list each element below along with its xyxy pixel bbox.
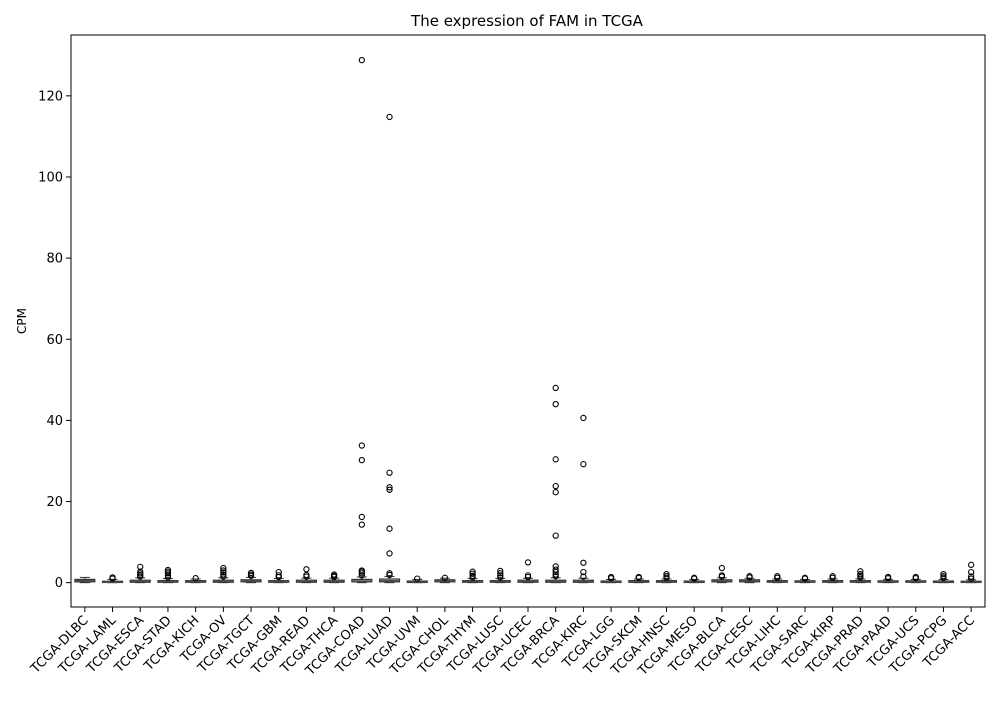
outlier-point	[635, 573, 642, 581]
y-tick-label: 80	[46, 252, 63, 267]
outlier-point	[580, 568, 587, 576]
outlier-point	[524, 559, 532, 566]
outlier-point	[330, 571, 338, 578]
axes-frame	[70, 34, 986, 608]
y-tick-label: 40	[46, 414, 63, 429]
outlier-point	[968, 568, 975, 576]
outlier-point	[912, 573, 919, 581]
outlier-point	[857, 568, 864, 575]
outlier-point	[386, 570, 393, 577]
y-tick-label: 60	[46, 333, 63, 348]
outlier-point	[220, 569, 227, 576]
outlier-point	[774, 573, 781, 580]
outlier-point	[940, 570, 947, 578]
outlier-point	[386, 486, 393, 493]
outlier-point	[358, 442, 365, 449]
outlier-point	[746, 573, 753, 580]
outlier-point	[552, 563, 559, 570]
outlier-point	[469, 568, 476, 575]
outlier-point	[663, 570, 670, 578]
outlier-point	[469, 570, 476, 577]
outlier-point	[968, 573, 975, 580]
outlier-point	[552, 456, 559, 463]
outlier-point	[469, 572, 476, 579]
outlier-point	[441, 574, 449, 581]
outlier-point	[718, 572, 726, 579]
outlier-point	[580, 414, 587, 422]
y-tick-label: 0	[55, 576, 63, 591]
outlier-point	[358, 57, 365, 64]
outlier-point	[580, 573, 587, 580]
outlier-point	[857, 570, 864, 578]
outlier-point	[386, 525, 393, 532]
outlier-point	[358, 521, 365, 528]
outlier-point	[275, 568, 282, 576]
outlier-point	[691, 574, 698, 581]
outlier-point	[497, 570, 504, 577]
plot-area: 020406080100120TCGA-DLBCTCGA-LAMLTCGA-ES…	[28, 57, 982, 679]
outlier-point	[524, 572, 532, 579]
outlier-point	[220, 573, 227, 580]
outlier-point	[220, 567, 227, 574]
outlier-point	[386, 113, 393, 121]
outlier-point	[580, 559, 587, 566]
outlier-point	[552, 566, 559, 573]
outlier-point	[580, 461, 587, 468]
outlier-point	[220, 564, 227, 572]
outlier-point	[192, 575, 199, 582]
outlier-point	[386, 484, 393, 491]
outlier-point	[497, 574, 504, 581]
outlier-point	[801, 574, 809, 581]
outlier-point	[497, 567, 504, 575]
y-axis-label: CPM	[15, 308, 29, 334]
outlier-point	[109, 574, 116, 581]
outlier-point	[303, 566, 310, 573]
outlier-point	[358, 567, 365, 574]
outlier-point	[275, 572, 282, 579]
outlier-point	[247, 569, 255, 577]
y-tick-label: 100	[38, 170, 63, 185]
outlier-point	[358, 456, 365, 464]
outlier-point	[884, 573, 892, 581]
y-tick-label: 20	[46, 495, 63, 510]
chart-title: The expression of FAM in TCGA	[410, 12, 644, 30]
outlier-point	[386, 550, 393, 557]
outlier-point	[718, 564, 726, 572]
outlier-point	[552, 489, 559, 496]
outlier-point	[164, 566, 172, 574]
outlier-point	[497, 572, 504, 579]
outlier-point	[386, 469, 393, 476]
outlier-point	[552, 482, 559, 490]
outlier-point	[607, 573, 615, 581]
outlier-point	[940, 573, 947, 580]
outlier-point	[552, 384, 559, 392]
outlier-point	[137, 563, 144, 570]
outlier-point	[968, 561, 975, 568]
outlier-point	[414, 575, 421, 582]
outlier-point	[220, 571, 227, 578]
outlier-point	[663, 573, 670, 580]
outlier-point	[552, 532, 559, 539]
outlier-point	[968, 575, 975, 582]
outlier-point	[829, 573, 836, 580]
outlier-point	[552, 401, 559, 408]
outlier-point	[358, 513, 365, 521]
y-tick-label: 120	[38, 89, 63, 104]
